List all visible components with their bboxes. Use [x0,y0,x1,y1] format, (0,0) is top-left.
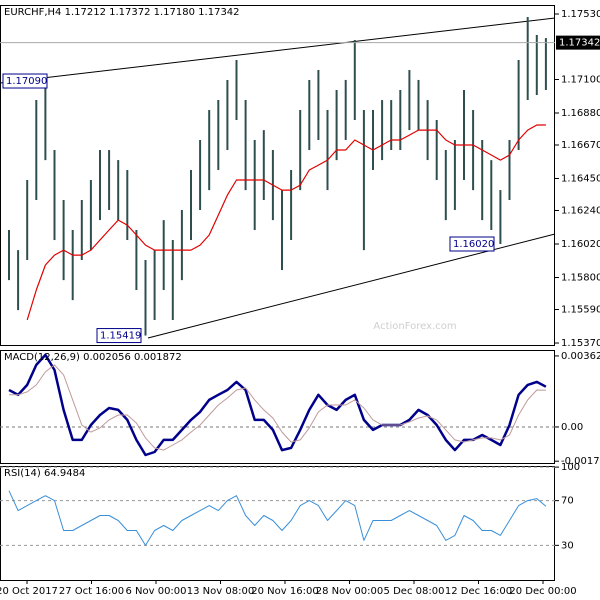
y-tick-label: 70 [561,496,574,507]
y-tick-label: 0.003627 [561,351,600,362]
y-tick-label: -0.001748 [561,456,600,467]
y-tick-label: 1.15800 [561,273,600,284]
y-tick-label: 1.16240 [561,205,600,216]
x-tick-label: 28 Nov 00:00 [316,586,383,597]
annotation-box [449,236,495,252]
series-line [26,124,546,321]
series-line [9,364,546,451]
current-price-label: 1.17342 [559,38,600,49]
panel-title: MACD(12,26,9) 0.002056 0.001872 [4,352,182,363]
x-tick-label: 20 Nov 16:00 [251,586,318,597]
panel-frame [0,466,555,581]
x-tick-label: 20 Oct 2017 [0,586,58,597]
y-tick-label: 30 [561,540,574,551]
y-tick-label: 1.15590 [561,305,600,316]
y-tick-label: 1.17530 [561,9,600,20]
panel-title: EURCHF,H4 1.17212 1.17372 1.17180 1.1734… [4,7,240,18]
upper-trendline [0,17,556,84]
y-tick-label: 0.00 [561,422,583,433]
annotation-box [96,328,142,344]
panel-frame [0,350,555,464]
y-tick-label: 1.15370 [561,338,600,349]
x-tick-label: 6 Nov 00:00 [125,586,186,597]
annotation-label: 1.17090 [6,76,47,87]
annotation-box [2,73,48,89]
y-tick-label: 1.16020 [561,239,600,250]
y-tick-label: 1.16880 [561,108,600,119]
y-tick-label: 1.16450 [561,174,600,185]
x-tick-label: 12 Dec 16:00 [445,586,512,597]
y-tick-label: 100 [561,462,580,473]
current-price-box [556,35,600,50]
panel-title: RSI(14) 64.9484 [4,468,85,479]
annotation-label: 1.16020 [453,239,494,250]
x-tick-label: 13 Nov 08:00 [187,586,254,597]
series-line [8,353,547,457]
y-tick-label: 1.17100 [561,74,600,85]
x-tick-label: 20 Dec 00:00 [509,586,576,597]
x-tick-label: 5 Dec 08:00 [384,586,445,597]
series-line [8,490,547,546]
annotation-label: 1.15419 [100,331,141,342]
watermark: ActionForex.com [373,321,456,332]
x-tick-label: 27 Oct 16:00 [59,586,124,597]
panel-frame [0,5,555,346]
y-tick-label: 1.16670 [561,140,600,151]
